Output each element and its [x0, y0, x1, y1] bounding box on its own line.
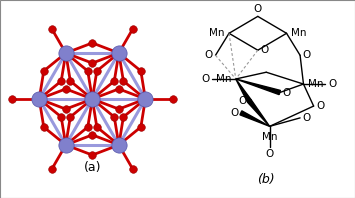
Text: O: O: [201, 74, 209, 84]
Text: O: O: [303, 113, 311, 123]
Text: O: O: [266, 149, 274, 159]
Text: (a): (a): [83, 161, 101, 174]
Text: Mn: Mn: [262, 131, 277, 142]
Text: O: O: [303, 50, 311, 60]
Text: Mn: Mn: [209, 28, 225, 38]
Text: O: O: [261, 45, 269, 55]
Text: O: O: [254, 4, 262, 14]
Text: O: O: [316, 101, 324, 111]
Text: O: O: [204, 50, 213, 60]
Text: O: O: [239, 96, 247, 106]
Text: (b): (b): [257, 173, 275, 186]
Polygon shape: [236, 79, 280, 95]
Text: Mn: Mn: [216, 74, 232, 84]
Polygon shape: [240, 111, 270, 126]
Text: O: O: [230, 108, 238, 118]
Text: O: O: [328, 79, 337, 89]
Polygon shape: [247, 100, 270, 126]
Text: Mn: Mn: [307, 79, 323, 89]
Text: Mn: Mn: [291, 28, 306, 38]
Text: O: O: [283, 88, 291, 98]
Polygon shape: [236, 79, 251, 102]
